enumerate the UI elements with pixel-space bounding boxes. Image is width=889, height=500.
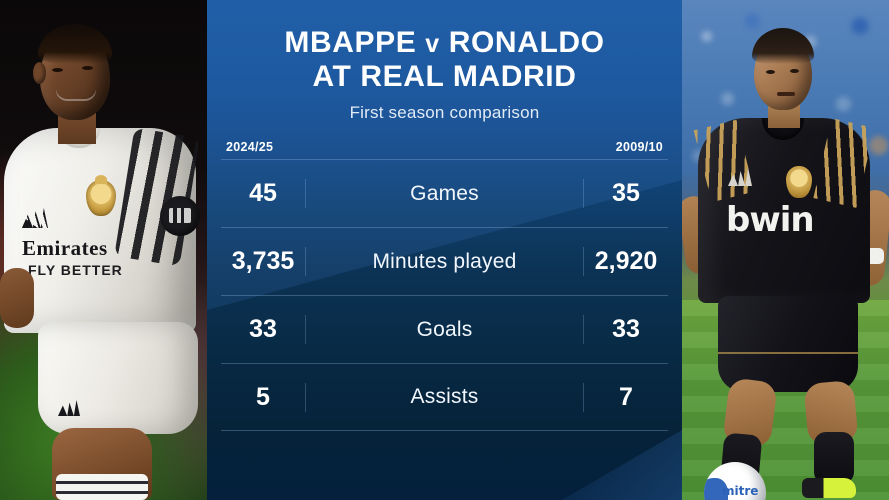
diagonal-highlight-corner bbox=[562, 430, 682, 500]
table-row: 45 Games 35 bbox=[221, 159, 668, 227]
page-title: MBAPPE v RONALDO AT REAL MADRID bbox=[221, 26, 668, 94]
mbappe-eye-left bbox=[52, 68, 63, 72]
ronaldo-boot bbox=[802, 478, 856, 498]
season-label-left: 2024/25 bbox=[226, 140, 274, 155]
table-row: 5 Assists 7 bbox=[221, 363, 668, 432]
title-line-1: MBAPPE v RONALDO bbox=[284, 26, 605, 59]
stats-table: 45 Games 35 3,735 Minutes played 2,920 3… bbox=[221, 159, 668, 432]
stat-label: Games bbox=[410, 181, 479, 205]
stat-value-left: 3,735 bbox=[221, 247, 306, 277]
real-madrid-crest-left bbox=[86, 175, 116, 216]
ball-brand-text: mitre bbox=[722, 484, 759, 498]
stat-value-left: 33 bbox=[221, 315, 306, 345]
ronaldo-sock-right bbox=[814, 432, 854, 484]
season-header-row: 2024/25 2009/10 bbox=[221, 140, 668, 159]
ronaldo-eye-left bbox=[766, 70, 775, 74]
fly-better-slogan-text: FLY BETTER bbox=[28, 262, 123, 278]
mbappe-arm bbox=[0, 268, 34, 328]
ronaldo-shorts-trim bbox=[718, 352, 858, 354]
mbappe-ear bbox=[33, 62, 46, 84]
mbappe-eye-right bbox=[82, 66, 93, 70]
stat-value-right: 35 bbox=[583, 179, 668, 209]
bwin-sponsor-text: bwin bbox=[726, 200, 815, 240]
stat-value-right: 7 bbox=[583, 382, 668, 412]
emirates-sponsor-text: Emirates bbox=[22, 236, 108, 260]
table-row: 33 Goals 33 bbox=[221, 295, 668, 363]
stat-label: Assists bbox=[410, 385, 479, 409]
mbappe-sock bbox=[56, 474, 148, 500]
stat-value-right: 2,920 bbox=[583, 247, 668, 277]
stat-value-right: 33 bbox=[583, 315, 668, 345]
mbappe-shorts bbox=[38, 322, 198, 434]
stat-label: Goals bbox=[416, 317, 473, 341]
season-label-right: 2009/10 bbox=[615, 140, 663, 155]
stat-label: Minutes played bbox=[372, 249, 517, 273]
ronaldo-shorts bbox=[718, 296, 858, 392]
sleeve-badge-left bbox=[160, 196, 200, 236]
real-madrid-crest-right bbox=[786, 166, 812, 198]
player-photo-ronaldo: bwin mitre bbox=[682, 0, 889, 500]
stat-value-left: 45 bbox=[221, 179, 306, 209]
page-subtitle: First season comparison bbox=[349, 103, 540, 123]
ronaldo-eye-right bbox=[790, 69, 799, 73]
mbappe-smile bbox=[56, 90, 96, 101]
table-row: 3,735 Minutes played 2,920 bbox=[221, 227, 668, 295]
title-line-2: AT REAL MADRID bbox=[312, 60, 577, 94]
ronaldo-mouth bbox=[777, 92, 795, 96]
stat-value-left: 5 bbox=[221, 382, 306, 412]
stats-panel: MBAPPE v RONALDO AT REAL MADRID First se… bbox=[207, 0, 682, 500]
player-photo-mbappe: Emirates FLY BETTER bbox=[0, 0, 207, 500]
